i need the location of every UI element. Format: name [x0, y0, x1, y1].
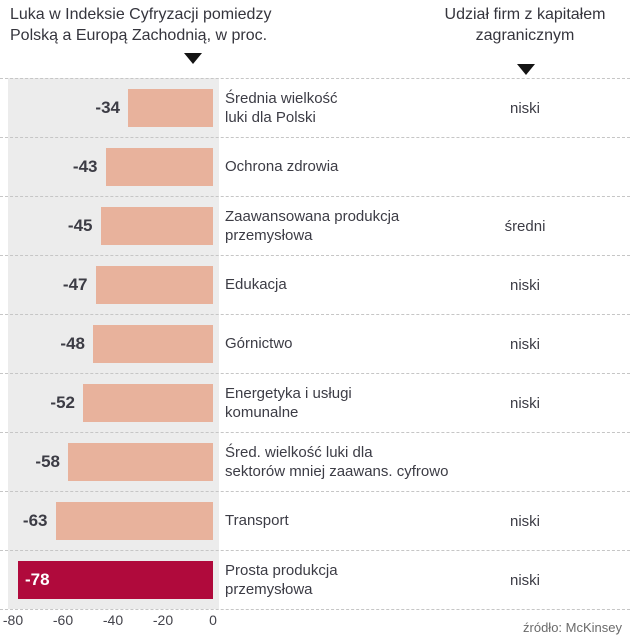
bar — [55, 502, 213, 540]
bar — [100, 207, 213, 245]
x-tick-label: -40 — [102, 612, 124, 628]
chart-title-left: Luka w Indeksie Cyfryzacji pomiedzy Pols… — [10, 6, 272, 45]
x-axis: -80 -60 -40 -20 0 — [0, 612, 630, 630]
foreign-capital-value: niski — [509, 512, 540, 530]
bar-value-label: -48 — [60, 334, 85, 353]
chart-row: -47 Edukacja niski — [0, 255, 630, 314]
bar-value-label: -34 — [95, 98, 120, 117]
bar — [95, 266, 213, 304]
foreign-capital-value: niski — [509, 276, 540, 294]
x-tick-label: -60 — [52, 612, 74, 628]
bar-value-label: -47 — [62, 275, 88, 294]
down-triangle-icon-left — [184, 53, 202, 64]
foreign-capital-value: niski — [509, 571, 540, 589]
sector-label: Górnictwo — [225, 335, 293, 353]
sector-label: Ochrona zdrowia — [225, 158, 339, 176]
bar-value-label: -45 — [67, 216, 93, 235]
chart-row: -63 Transport niski — [0, 491, 630, 550]
down-triangle-icon-right — [517, 64, 535, 75]
bar — [83, 384, 213, 422]
bar — [93, 325, 213, 363]
chart-body: -34 Średnia wielkość luki dla Polski niski… — [0, 78, 630, 610]
sector-label: Edukacja — [225, 276, 287, 294]
bar-highlighted — [18, 561, 213, 599]
x-tick-label: -20 — [152, 612, 174, 628]
chart-row: -43 Ochrona zdrowia — [0, 137, 630, 196]
foreign-capital-value: niski — [509, 99, 540, 117]
chart-row: -48 Górnictwo niski — [0, 314, 630, 373]
sector-label: Średnia wielkość luki dla Polski — [225, 89, 338, 127]
chart-row: -78 Prosta produkcja przemysłowa niski — [0, 550, 630, 609]
sector-label: Śred. wielkość luki dla sektorów mniej z… — [225, 443, 449, 481]
sector-label: Transport — [225, 512, 289, 530]
bar-value-label: -78 — [25, 570, 50, 589]
chart-row: -45 Zaawansowana produkcja przemysłowa śre… — [0, 196, 630, 255]
bar-value-label: -43 — [72, 157, 98, 176]
sector-label: Energetyka i usługi komunalne — [225, 384, 352, 422]
chart-row: -34 Średnia wielkość luki dla Polski niski — [0, 78, 630, 137]
chart-row: -52 Energetyka i usługi komunalne niski — [0, 373, 630, 432]
bar-value-label: -63 — [22, 511, 48, 530]
bar-value-label: -52 — [50, 393, 75, 412]
x-tick-label: -80 — [2, 612, 24, 628]
bar-value-label: -58 — [35, 452, 60, 471]
chart-row: -58 Śred. wielkość luki dla sektorów mnie… — [0, 432, 630, 491]
x-tick-label: 0 — [209, 612, 217, 628]
foreign-capital-value: średni — [504, 217, 546, 235]
bar — [105, 148, 213, 186]
foreign-capital-value: niski — [509, 335, 540, 353]
bar — [128, 89, 213, 127]
chart-title-right: Udział firm z kapitałem zagranicznym — [444, 6, 606, 45]
sector-label: Prosta produkcja przemysłowa — [225, 561, 338, 599]
sector-label: Zaawansowana produkcja przemysłowa — [225, 207, 400, 245]
foreign-capital-value: niski — [509, 394, 540, 412]
source-credit: źródło: McKinsey — [523, 620, 622, 635]
bar — [68, 443, 213, 481]
